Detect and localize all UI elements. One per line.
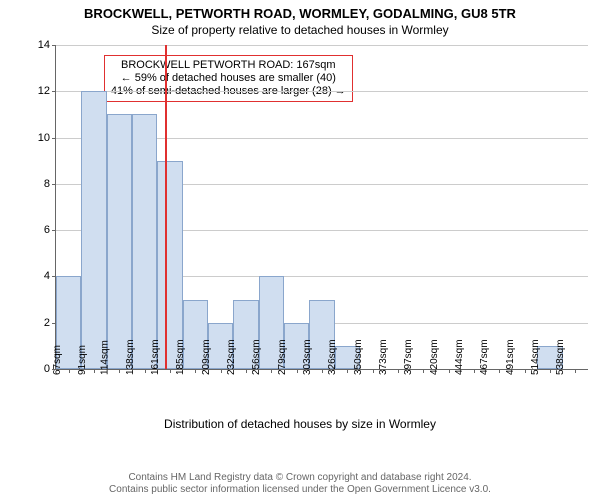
x-tick-label: 397sqm [403,335,414,375]
bar-slot: 303sqm [309,45,334,369]
credits-line-2: Contains public sector information licen… [0,484,600,496]
y-tick-label: 4 [44,270,50,282]
page-subtitle: Size of property relative to detached ho… [0,21,600,37]
bar-slot: 467sqm [487,45,512,369]
y-tick-label: 6 [44,224,50,236]
page-title: BROCKWELL, PETWORTH ROAD, WORMLEY, GODAL… [0,0,600,21]
bar-slot: 491sqm [512,45,537,369]
bars-container: 67sqm91sqm114sqm138sqm161sqm185sqm209sqm… [56,45,588,369]
bar-slot: 397sqm [411,45,436,369]
y-tick-label: 0 [44,363,50,375]
bar [81,91,106,369]
bar-slot: 538sqm [563,45,588,369]
x-tick-label: 209sqm [201,335,212,375]
bar-slot: 256sqm [259,45,284,369]
credits: Contains HM Land Registry data © Crown c… [0,472,600,496]
bar [132,114,157,369]
bar-slot: 279sqm [284,45,309,369]
marker-line [165,45,167,369]
bar-slot: 161sqm [157,45,182,369]
x-tick-label: 467sqm [479,335,490,375]
credits-line-1: Contains HM Land Registry data © Crown c… [0,472,600,484]
bar-slot: 138sqm [132,45,157,369]
x-tick-label: 67sqm [52,341,63,375]
y-tick-label: 14 [38,39,50,51]
x-tick-label: 514sqm [530,335,541,375]
plot-area: BROCKWELL PETWORTH ROAD: 167sqm ← 59% of… [55,45,588,370]
x-tick-label: 279sqm [277,335,288,375]
chart-area: Number of detached properties BROCKWELL … [0,40,600,435]
bar-slot: 444sqm [461,45,486,369]
x-tick-label: 444sqm [454,335,465,375]
bar-slot: 209sqm [208,45,233,369]
x-tick-label: 373sqm [378,335,389,375]
bar-slot: 373sqm [385,45,410,369]
bar-slot: 91sqm [81,45,106,369]
x-axis-label: Distribution of detached houses by size … [0,417,600,431]
y-tick-label: 10 [38,132,50,144]
x-tick-label: 232sqm [226,335,237,375]
x-tick-label: 326sqm [327,335,338,375]
x-tick-label: 491sqm [505,335,516,375]
x-tick-label: 138sqm [125,335,136,375]
bar-slot: 185sqm [183,45,208,369]
x-tick-label: 350sqm [353,335,364,375]
bar-slot: 67sqm [56,45,81,369]
x-tick-label: 91sqm [77,341,88,375]
x-tick-label: 161sqm [150,335,161,375]
bar [107,114,132,369]
y-tick-label: 8 [44,178,50,190]
x-tick-label: 303sqm [302,335,313,375]
bar-slot: 114sqm [107,45,132,369]
bar-slot: 350sqm [360,45,385,369]
y-tick-label: 12 [38,85,50,97]
bar-slot: 514sqm [537,45,562,369]
bar-slot: 420sqm [436,45,461,369]
x-tick-label: 256sqm [251,335,262,375]
bar-slot: 232sqm [233,45,258,369]
x-tick-label: 114sqm [100,336,111,375]
x-tick-label: 420sqm [429,335,440,375]
y-tick-label: 2 [44,317,50,329]
x-tick-label: 185sqm [176,335,187,375]
bar-slot: 326sqm [335,45,360,369]
x-tick-label: 538sqm [555,335,566,375]
